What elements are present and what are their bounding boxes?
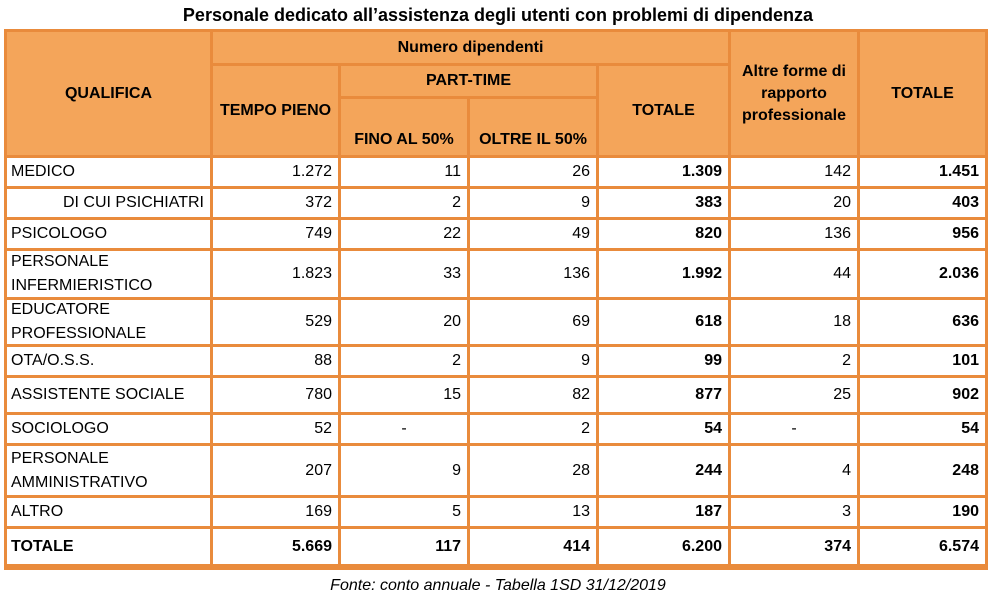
cell-altre: 3 bbox=[731, 498, 857, 526]
header-totale-dipendenti: TOTALE bbox=[599, 66, 728, 155]
cell-tempo-pieno: 52 bbox=[213, 415, 338, 443]
cell-tempo-pieno: 529 bbox=[213, 300, 338, 344]
cell-fino-50: 5 bbox=[341, 498, 467, 526]
total-cell-fino-50: 117 bbox=[341, 529, 467, 564]
cell-totale: 248 bbox=[860, 446, 985, 495]
cell-totale-dip: 187 bbox=[599, 498, 728, 526]
cell-tempo-pieno: 780 bbox=[213, 378, 338, 412]
cell-totale-dip: 54 bbox=[599, 415, 728, 443]
header-numero-dipendenti: Numero dipendenti bbox=[213, 32, 728, 63]
cell-fino-50: 33 bbox=[341, 251, 467, 297]
header-tempo-pieno: TEMPO PIENO bbox=[213, 66, 338, 155]
total-cell-totale: 6.574 bbox=[860, 529, 985, 564]
cell-altre: 4 bbox=[731, 446, 857, 495]
cell-altre: 2 bbox=[731, 347, 857, 375]
cell-oltre-50: 26 bbox=[470, 158, 596, 186]
cell-totale: 1.451 bbox=[860, 158, 985, 186]
cell-tempo-pieno: 372 bbox=[213, 189, 338, 217]
total-row-label: TOTALE bbox=[7, 529, 210, 564]
row-label: DI CUI PSICHIATRI bbox=[7, 189, 210, 217]
cell-fino-50: 9 bbox=[341, 446, 467, 495]
row-label: ASSISTENTE SOCIALE bbox=[7, 378, 210, 412]
cell-tempo-pieno: 169 bbox=[213, 498, 338, 526]
cell-fino-50: 11 bbox=[341, 158, 467, 186]
cell-totale: 902 bbox=[860, 378, 985, 412]
cell-oltre-50: 82 bbox=[470, 378, 596, 412]
cell-altre: 25 bbox=[731, 378, 857, 412]
cell-oltre-50: 2 bbox=[470, 415, 596, 443]
total-cell-altre: 374 bbox=[731, 529, 857, 564]
header-altre-forme: Altre forme di rapporto professionale bbox=[731, 32, 857, 155]
cell-totale: 403 bbox=[860, 189, 985, 217]
cell-oltre-50: 13 bbox=[470, 498, 596, 526]
row-label: SOCIOLOGO bbox=[7, 415, 210, 443]
header-oltre-il-50: OLTRE IL 50% bbox=[470, 99, 596, 155]
cell-altre: 136 bbox=[731, 220, 857, 248]
cell-totale-dip: 618 bbox=[599, 300, 728, 344]
cell-totale: 2.036 bbox=[860, 251, 985, 297]
cell-totale: 636 bbox=[860, 300, 985, 344]
row-label: EDUCATORE PROFESSIONALE bbox=[7, 300, 210, 344]
cell-totale-dip: 820 bbox=[599, 220, 728, 248]
cell-totale: 101 bbox=[860, 347, 985, 375]
header-qualifica: QUALIFICA bbox=[7, 32, 210, 155]
cell-totale-dip: 99 bbox=[599, 347, 728, 375]
cell-oltre-50: 136 bbox=[470, 251, 596, 297]
row-label: PERSONALE INFERMIERISTICO bbox=[7, 251, 210, 297]
cell-fino-50: 20 bbox=[341, 300, 467, 344]
cell-totale-dip: 244 bbox=[599, 446, 728, 495]
header-fino-al-50: FINO AL 50% bbox=[341, 99, 467, 155]
data-table: QUALIFICA Numero dipendenti TEMPO PIENO … bbox=[4, 29, 988, 570]
cell-totale-dip: 383 bbox=[599, 189, 728, 217]
row-label: PSICOLOGO bbox=[7, 220, 210, 248]
cell-oltre-50: 28 bbox=[470, 446, 596, 495]
cell-totale-dip: 1.992 bbox=[599, 251, 728, 297]
cell-tempo-pieno: 88 bbox=[213, 347, 338, 375]
cell-oltre-50: 9 bbox=[470, 189, 596, 217]
cell-oltre-50: 69 bbox=[470, 300, 596, 344]
cell-tempo-pieno: 749 bbox=[213, 220, 338, 248]
cell-altre: 142 bbox=[731, 158, 857, 186]
cell-fino-50: 15 bbox=[341, 378, 467, 412]
header-part-time: PART-TIME bbox=[341, 66, 596, 96]
cell-altre: - bbox=[731, 415, 857, 443]
header-totale: TOTALE bbox=[860, 32, 985, 155]
cell-oltre-50: 9 bbox=[470, 347, 596, 375]
row-label: ALTRO bbox=[7, 498, 210, 526]
table-title: Personale dedicato all’assistenza degli … bbox=[182, 5, 814, 25]
row-label: MEDICO bbox=[7, 158, 210, 186]
row-label: OTA/O.S.S. bbox=[7, 347, 210, 375]
cell-fino-50: - bbox=[341, 415, 467, 443]
source-note: Fonte: conto annuale - Tabella 1SD 31/12… bbox=[330, 577, 666, 594]
cell-totale-dip: 877 bbox=[599, 378, 728, 412]
cell-tempo-pieno: 207 bbox=[213, 446, 338, 495]
cell-oltre-50: 49 bbox=[470, 220, 596, 248]
cell-altre: 20 bbox=[731, 189, 857, 217]
cell-tempo-pieno: 1.823 bbox=[213, 251, 338, 297]
cell-totale: 54 bbox=[860, 415, 985, 443]
total-cell-oltre-50: 414 bbox=[470, 529, 596, 564]
cell-tempo-pieno: 1.272 bbox=[213, 158, 338, 186]
row-label: PERSONALE AMMINISTRATIVO bbox=[7, 446, 210, 495]
cell-totale-dip: 1.309 bbox=[599, 158, 728, 186]
cell-fino-50: 2 bbox=[341, 347, 467, 375]
cell-altre: 18 bbox=[731, 300, 857, 344]
cell-fino-50: 2 bbox=[341, 189, 467, 217]
cell-altre: 44 bbox=[731, 251, 857, 297]
total-cell-totale-dip: 6.200 bbox=[599, 529, 728, 564]
total-cell-tempo-pieno: 5.669 bbox=[213, 529, 338, 564]
cell-totale: 190 bbox=[860, 498, 985, 526]
cell-fino-50: 22 bbox=[341, 220, 467, 248]
cell-totale: 956 bbox=[860, 220, 985, 248]
